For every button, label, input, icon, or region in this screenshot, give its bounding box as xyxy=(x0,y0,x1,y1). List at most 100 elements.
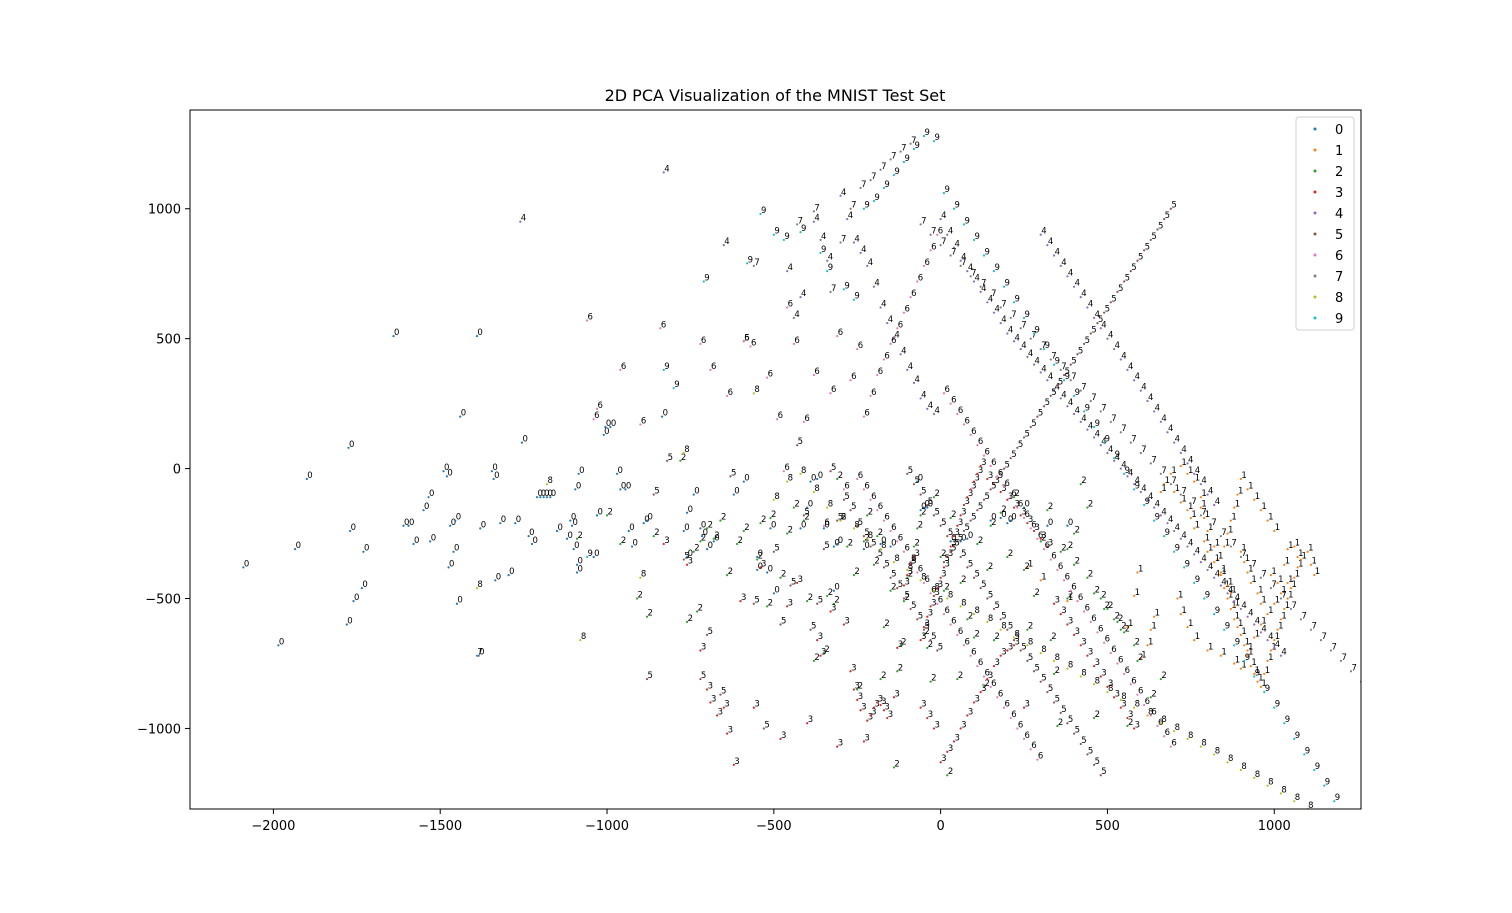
point-label: 5 xyxy=(1145,242,1150,252)
data-point xyxy=(1163,735,1166,738)
point-label: 1 xyxy=(1261,596,1266,606)
point-label: 7 xyxy=(871,172,876,182)
point-label: 6 xyxy=(978,437,983,447)
point-label: 5 xyxy=(774,544,779,554)
point-label: 4 xyxy=(1128,468,1133,478)
point-label: 2 xyxy=(1081,476,1086,486)
point-label: 0 xyxy=(551,489,556,499)
point-label: 6 xyxy=(998,689,1003,699)
data-point xyxy=(1179,613,1182,616)
data-point xyxy=(1016,446,1019,449)
point-label: 8 xyxy=(801,466,806,476)
data-point xyxy=(1259,509,1263,512)
point-label: 2 xyxy=(804,513,809,523)
data-point xyxy=(477,654,480,657)
point-label: 2 xyxy=(848,539,853,549)
point-label: 6 xyxy=(991,458,996,468)
point-label: 0 xyxy=(424,502,429,512)
point-label: 7 xyxy=(1201,507,1206,517)
data-point xyxy=(1166,522,1169,525)
point-label: 4 xyxy=(988,294,993,304)
data-point xyxy=(709,701,712,704)
data-point xyxy=(982,454,986,457)
point-label: 0 xyxy=(532,536,537,546)
point-label: 4 xyxy=(1161,507,1166,517)
point-label: 3 xyxy=(798,575,803,585)
data-point xyxy=(1219,654,1222,657)
data-point xyxy=(909,561,912,564)
data-point xyxy=(1012,638,1016,642)
data-point xyxy=(922,264,926,268)
point-label: 4 xyxy=(1188,455,1193,465)
data-point xyxy=(349,529,352,533)
data-point xyxy=(1099,774,1102,777)
point-label: 0 xyxy=(808,500,813,510)
data-point xyxy=(1046,524,1049,527)
data-point xyxy=(1026,355,1029,358)
point-label: 3 xyxy=(881,697,886,707)
data-point xyxy=(685,563,689,566)
point-label: 0 xyxy=(577,557,582,567)
point-label: 5 xyxy=(938,642,943,652)
data-point xyxy=(722,706,725,709)
point-label: 3 xyxy=(844,617,849,627)
data-point xyxy=(570,524,574,527)
data-point xyxy=(959,514,962,517)
data-point xyxy=(706,527,709,530)
data-point xyxy=(826,594,829,598)
point-label: 5 xyxy=(931,632,936,642)
data-point xyxy=(1246,571,1249,574)
point-label: 3 xyxy=(941,754,946,764)
data-point xyxy=(1062,379,1066,382)
data-point xyxy=(756,558,759,561)
point-label: 5 xyxy=(871,539,876,549)
point-label: 8 xyxy=(1241,762,1246,772)
data-point xyxy=(926,716,929,720)
point-label: 3 xyxy=(954,733,959,743)
data-point xyxy=(979,290,982,293)
point-label: 2 xyxy=(1101,591,1106,601)
data-point xyxy=(1153,519,1156,522)
data-point xyxy=(1133,483,1136,486)
data-point xyxy=(1276,581,1279,585)
point-label: 0 xyxy=(454,544,459,554)
data-point xyxy=(929,638,932,642)
point-label: 9 xyxy=(1115,450,1120,460)
point-label: 7 xyxy=(831,284,836,294)
data-point xyxy=(1039,540,1042,543)
point-label: 2 xyxy=(1001,505,1006,515)
data-point xyxy=(1226,592,1229,595)
point-label: 5 xyxy=(831,463,836,473)
point-label: 6 xyxy=(1005,700,1010,710)
data-point xyxy=(1032,363,1036,366)
point-label: 8 xyxy=(1148,707,1153,717)
data-point xyxy=(1046,545,1049,548)
point-label: 6 xyxy=(778,411,783,421)
point-label: 1 xyxy=(1278,575,1283,585)
data-point xyxy=(792,506,795,509)
data-point xyxy=(293,548,297,551)
data-point xyxy=(856,524,859,527)
point-label: 8 xyxy=(828,500,833,510)
legend-label: 1 xyxy=(1335,144,1343,159)
point-label: 1 xyxy=(1141,650,1146,660)
point-label: 0 xyxy=(1001,510,1006,520)
data-point xyxy=(1159,514,1162,517)
data-point xyxy=(809,480,812,483)
point-label: 0 xyxy=(451,518,456,528)
point-label: 6 xyxy=(1038,531,1043,541)
point-label: 6 xyxy=(1018,720,1023,730)
point-label: 9 xyxy=(588,549,593,559)
point-label: 5 xyxy=(1081,736,1086,746)
data-point xyxy=(1036,415,1039,418)
point-label: 6 xyxy=(904,305,909,315)
point-label: 1 xyxy=(1228,578,1233,588)
data-point xyxy=(726,732,729,735)
data-point xyxy=(972,238,976,242)
data-point xyxy=(1246,654,1249,657)
point-label: 1 xyxy=(1221,648,1226,658)
point-label: 3 xyxy=(1135,720,1140,730)
point-label: 3 xyxy=(941,570,946,580)
point-label: 3 xyxy=(728,726,733,736)
legend-label: 0 xyxy=(1335,123,1343,138)
